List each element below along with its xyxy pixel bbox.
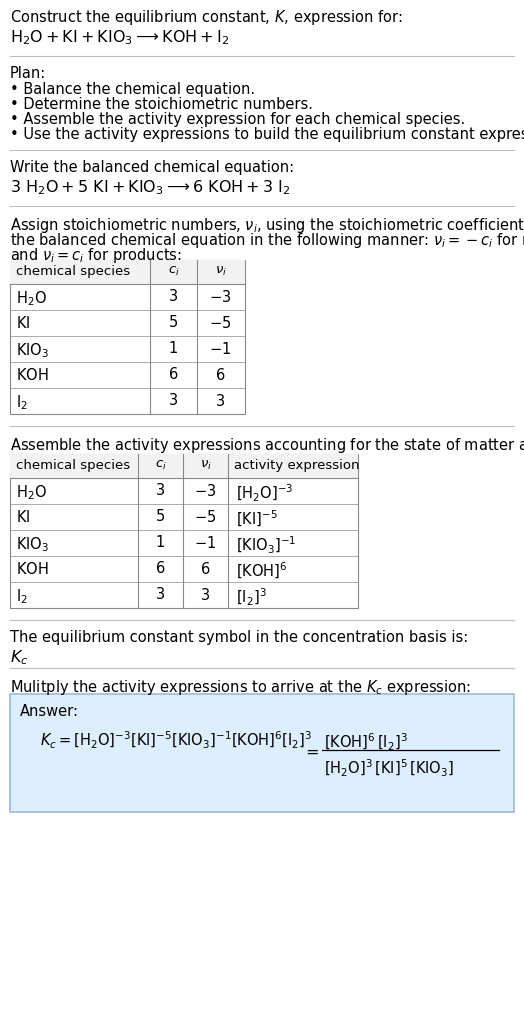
Text: $\mathrm{I_2}$: $\mathrm{I_2}$: [16, 393, 28, 411]
Text: $[\mathrm{KOH}]^{6}$: $[\mathrm{KOH}]^{6}$: [236, 561, 288, 581]
Text: $\mathrm{H_2O}$: $\mathrm{H_2O}$: [16, 483, 47, 501]
Bar: [10, 454, 358, 607]
Text: chemical species: chemical species: [16, 459, 130, 472]
Text: 1: 1: [156, 535, 165, 550]
Text: $[\mathrm{H_2O}]^{3}\,[\mathrm{KI}]^{5}\,[\mathrm{KIO_3}]$: $[\mathrm{H_2O}]^{3}\,[\mathrm{KI}]^{5}\…: [324, 758, 454, 779]
Text: $6$: $6$: [200, 561, 211, 577]
Text: Assemble the activity expressions accounting for the state of matter and $\nu_i$: Assemble the activity expressions accoun…: [10, 436, 524, 455]
Text: 5: 5: [156, 509, 165, 524]
Text: 1: 1: [169, 341, 178, 356]
Text: the balanced chemical equation in the following manner: $\nu_i = -c_i$ for react: the balanced chemical equation in the fo…: [10, 231, 524, 250]
Text: The equilibrium constant symbol in the concentration basis is:: The equilibrium constant symbol in the c…: [10, 630, 468, 645]
Text: • Use the activity expressions to build the equilibrium constant expression.: • Use the activity expressions to build …: [10, 127, 524, 142]
Text: $=$: $=$: [302, 744, 319, 759]
Text: chemical species: chemical species: [16, 265, 130, 278]
Text: $\mathrm{KIO_3}$: $\mathrm{KIO_3}$: [16, 341, 49, 359]
Text: 6: 6: [169, 367, 178, 382]
Text: 5: 5: [169, 315, 178, 330]
Text: Mulitply the activity expressions to arrive at the $K_c$ expression:: Mulitply the activity expressions to arr…: [10, 678, 471, 697]
Text: 3: 3: [169, 289, 178, 304]
Text: $\mathrm{KIO_3}$: $\mathrm{KIO_3}$: [16, 535, 49, 553]
Bar: [10, 260, 245, 414]
Text: $[\mathrm{H_2O}]^{-3}$: $[\mathrm{H_2O}]^{-3}$: [236, 483, 293, 504]
Text: $[\mathrm{KI}]^{-5}$: $[\mathrm{KI}]^{-5}$: [236, 509, 278, 529]
Text: and $\nu_i = c_i$ for products:: and $\nu_i = c_i$ for products:: [10, 246, 182, 265]
Text: $\mathrm{KOH}$: $\mathrm{KOH}$: [16, 561, 49, 577]
Text: $[\mathrm{KIO_3}]^{-1}$: $[\mathrm{KIO_3}]^{-1}$: [236, 535, 296, 556]
Bar: [10, 694, 514, 812]
Text: Write the balanced chemical equation:: Write the balanced chemical equation:: [10, 160, 294, 175]
Text: • Determine the stoichiometric numbers.: • Determine the stoichiometric numbers.: [10, 97, 313, 112]
Text: $3$: $3$: [215, 393, 225, 409]
Text: $\mathrm{H_2O}$: $\mathrm{H_2O}$: [16, 289, 47, 307]
Bar: [10, 260, 245, 284]
Text: Assign stoichiometric numbers, $\nu_i$, using the stoichiometric coefficients, $: Assign stoichiometric numbers, $\nu_i$, …: [10, 216, 524, 235]
Text: $\mathrm{3\ H_2O + 5\ KI + KIO_3 \longrightarrow 6\ KOH + 3\ I_2}$: $\mathrm{3\ H_2O + 5\ KI + KIO_3 \longri…: [10, 178, 291, 197]
Text: activity expression: activity expression: [234, 459, 359, 472]
Text: $-5$: $-5$: [194, 509, 216, 525]
Text: 3: 3: [156, 483, 165, 498]
Text: $c_i$: $c_i$: [168, 265, 179, 278]
Text: Construct the equilibrium constant, $K$, expression for:: Construct the equilibrium constant, $K$,…: [10, 8, 402, 27]
Text: $-3$: $-3$: [194, 483, 216, 499]
Text: $\nu_i$: $\nu_i$: [214, 265, 226, 278]
Text: $\nu_i$: $\nu_i$: [200, 459, 212, 472]
Text: $-1$: $-1$: [210, 341, 232, 357]
Text: $K_c = [\mathrm{H_2O}]^{-3}[\mathrm{KI}]^{-5}[\mathrm{KIO_3}]^{-1}[\mathrm{KOH}]: $K_c = [\mathrm{H_2O}]^{-3}[\mathrm{KI}]…: [40, 730, 312, 751]
Text: $\mathrm{I_2}$: $\mathrm{I_2}$: [16, 587, 28, 605]
Text: $-5$: $-5$: [210, 315, 232, 331]
Text: $\mathrm{KI}$: $\mathrm{KI}$: [16, 315, 30, 331]
Text: $[\mathrm{KOH}]^{6}\,[\mathrm{I_2}]^{3}$: $[\mathrm{KOH}]^{6}\,[\mathrm{I_2}]^{3}$: [324, 732, 408, 753]
Text: 6: 6: [156, 561, 165, 576]
Text: $K_c$: $K_c$: [10, 648, 28, 667]
Text: $-1$: $-1$: [194, 535, 216, 551]
Text: $\mathrm{H_2O + KI + KIO_3 \longrightarrow KOH + I_2}$: $\mathrm{H_2O + KI + KIO_3 \longrightarr…: [10, 28, 229, 47]
Text: 3: 3: [156, 587, 165, 602]
Text: Answer:: Answer:: [20, 704, 79, 719]
Text: $6$: $6$: [215, 367, 226, 383]
Bar: [10, 454, 358, 478]
Text: $c_i$: $c_i$: [155, 459, 167, 472]
Text: $\mathrm{KOH}$: $\mathrm{KOH}$: [16, 367, 49, 383]
Text: $3$: $3$: [201, 587, 211, 603]
Text: 3: 3: [169, 393, 178, 408]
Text: $-3$: $-3$: [210, 289, 232, 305]
Text: • Assemble the activity expression for each chemical species.: • Assemble the activity expression for e…: [10, 112, 465, 127]
Text: Plan:: Plan:: [10, 66, 46, 81]
Text: $[\mathrm{I_2}]^{3}$: $[\mathrm{I_2}]^{3}$: [236, 587, 267, 609]
Text: $\mathrm{KI}$: $\mathrm{KI}$: [16, 509, 30, 525]
Text: • Balance the chemical equation.: • Balance the chemical equation.: [10, 82, 255, 97]
